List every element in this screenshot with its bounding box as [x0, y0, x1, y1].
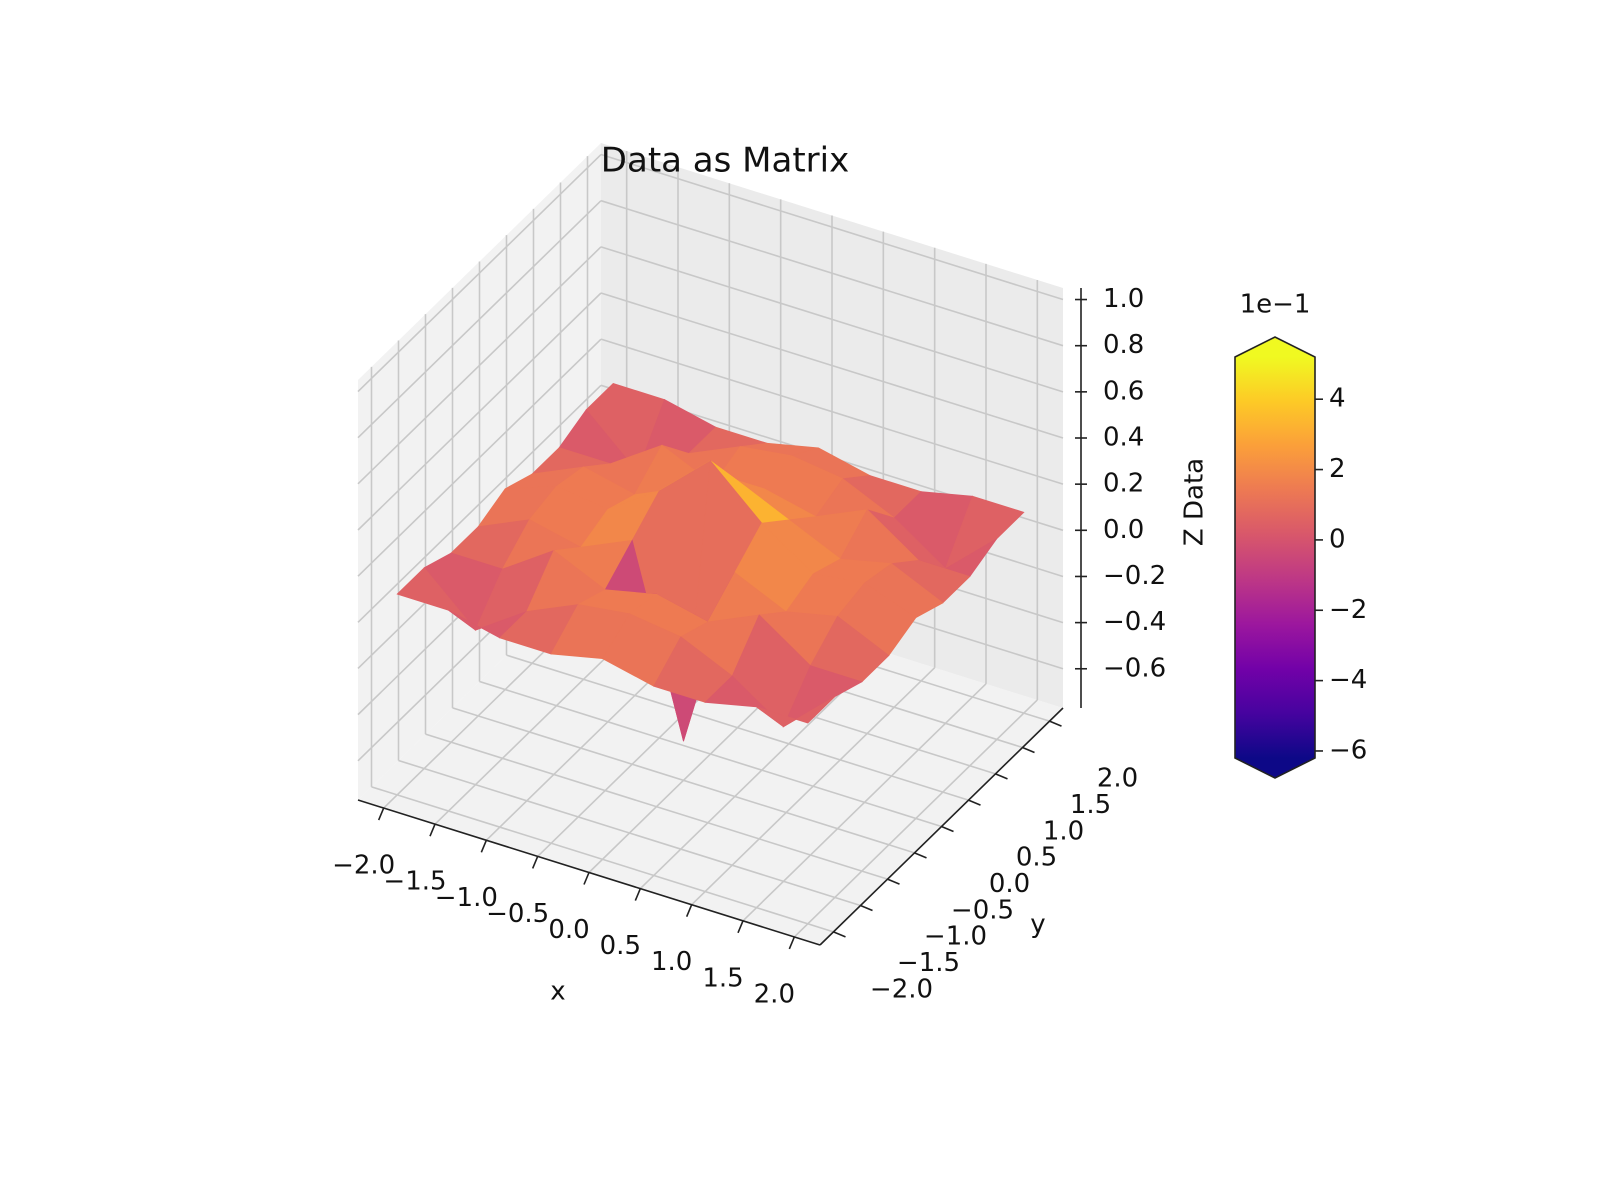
- y-tick: [968, 799, 981, 806]
- x-tick-label: 2.0: [754, 979, 795, 1009]
- grid-line: [600, 338, 1064, 485]
- x-tick: [737, 920, 744, 934]
- z-tick-label: 0.8: [1103, 330, 1144, 360]
- z-tick-label: −0.4: [1103, 607, 1166, 637]
- y-tick-label: 0.0: [989, 869, 1030, 899]
- colorbar-offset-label: 1e−1: [1240, 290, 1311, 320]
- grid-line: [357, 200, 602, 439]
- x-tick-label: −2.0: [332, 851, 395, 881]
- grid-line: [357, 338, 602, 577]
- grid-line: [600, 292, 1064, 439]
- colorbar-tick-label: −4: [1329, 665, 1367, 695]
- colorbar-tick-label: 0: [1329, 524, 1346, 554]
- colorbar-tick-label: 4: [1329, 384, 1346, 414]
- colorbar-tick-label: −2: [1329, 595, 1367, 625]
- x-tick: [788, 936, 796, 950]
- y-tick-label: −2.0: [870, 974, 933, 1004]
- grid-line: [600, 246, 1064, 393]
- surface-patch: [756, 696, 836, 728]
- y-tick: [941, 825, 954, 833]
- grid-line: [600, 199, 1064, 347]
- colorbar-outline: [1234, 336, 1316, 779]
- x-axis-label: x: [550, 977, 565, 1007]
- x-tick: [377, 807, 385, 821]
- y-tick-label: 0.5: [1016, 843, 1057, 873]
- grid-line: [357, 246, 602, 485]
- z-tick-label: −0.6: [1103, 653, 1166, 683]
- y-tick: [995, 773, 1008, 780]
- surface: [396, 383, 1025, 742]
- grid-line: [600, 153, 1064, 301]
- grid-line: [357, 384, 602, 623]
- colorbar-extend-top: [1235, 337, 1315, 357]
- y-tick: [1049, 720, 1062, 727]
- x-tick-label: −1.5: [383, 867, 446, 897]
- y-tick: [1022, 746, 1035, 754]
- grid-line: [357, 153, 602, 393]
- y-tick-label: 1.5: [1070, 790, 1111, 820]
- z-axis-label: Z Data: [1180, 458, 1210, 546]
- y-tick-label: −1.0: [924, 922, 987, 952]
- y-tick-label: 1.0: [1043, 816, 1084, 846]
- x-tick-label: 0.5: [600, 931, 641, 961]
- colorbar-tick-label: 2: [1329, 454, 1346, 484]
- grid-line: [506, 654, 969, 801]
- grid-line: [479, 680, 942, 828]
- x-tick-label: −0.5: [486, 899, 549, 929]
- grid-line: [425, 733, 888, 880]
- x-tick: [480, 839, 488, 853]
- z-tick-label: −0.2: [1103, 561, 1166, 591]
- x-tick-label: 1.5: [702, 963, 743, 993]
- grid-line: [371, 786, 834, 933]
- y-tick: [887, 878, 900, 885]
- z-tick-label: 1.0: [1103, 284, 1144, 314]
- x-tick: [531, 856, 539, 869]
- x-tick: [583, 872, 590, 885]
- x-tick: [634, 888, 642, 901]
- y-tick-label: 2.0: [1097, 764, 1138, 794]
- x-tick-label: −1.0: [435, 883, 498, 913]
- x-tick: [685, 904, 693, 918]
- colorbar-gradient: [1235, 357, 1315, 758]
- z-tick-label: 0.4: [1103, 423, 1144, 453]
- x-tick-label: 0.0: [548, 915, 589, 945]
- colorbar: −6 −4 −2 0 2 4 1e−1: [1234, 290, 1367, 779]
- z-tick-label: 0.2: [1103, 469, 1144, 499]
- z-tick-label: 0.6: [1103, 376, 1144, 406]
- y-axis-label: y: [1030, 910, 1045, 940]
- y-tick: [860, 904, 873, 912]
- colorbar-tick-label: −6: [1329, 735, 1367, 765]
- x-tick: [429, 823, 436, 837]
- grid-line: [452, 707, 915, 854]
- axis-labels: −2.0−1.5−1.0−0.50.00.51.01.52.0 −2.0−1.5−…: [332, 284, 1166, 1009]
- x-tick-label: 1.0: [651, 947, 692, 977]
- colorbar-extend-bottom: [1235, 758, 1315, 778]
- grid-line: [357, 292, 602, 531]
- chart-title: Data as Matrix: [601, 141, 849, 181]
- grid-line: [398, 759, 861, 907]
- y-tick: [914, 852, 927, 859]
- y-tick-label: −1.5: [897, 948, 960, 978]
- y-tick: [833, 931, 846, 938]
- z-tick-label: 0.0: [1103, 515, 1144, 545]
- y-tick-label: −0.5: [951, 895, 1014, 925]
